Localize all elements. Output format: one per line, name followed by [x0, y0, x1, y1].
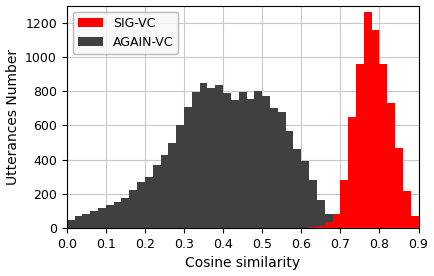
Bar	[67, 220, 75, 228]
Bar	[153, 165, 161, 228]
Bar	[184, 107, 192, 228]
Bar	[403, 191, 411, 228]
Bar	[372, 30, 379, 228]
Bar	[379, 64, 387, 228]
Bar	[332, 221, 340, 228]
Bar	[129, 190, 137, 228]
Bar	[332, 214, 340, 228]
Bar	[364, 12, 372, 228]
Bar	[98, 208, 106, 228]
Bar	[192, 92, 200, 228]
Bar	[223, 93, 231, 228]
Bar	[200, 83, 207, 228]
Bar	[114, 202, 122, 228]
Bar	[325, 214, 332, 228]
Bar	[145, 177, 153, 228]
Bar	[82, 214, 90, 228]
Bar	[215, 85, 223, 228]
Bar	[309, 227, 317, 228]
Y-axis label: Utterances Number: Utterances Number	[6, 49, 20, 185]
Bar	[106, 205, 114, 228]
Bar	[356, 64, 364, 228]
Bar	[286, 131, 293, 228]
Bar	[348, 227, 356, 228]
Bar	[247, 99, 254, 228]
Bar	[270, 108, 278, 228]
Bar	[239, 92, 247, 228]
Bar	[122, 198, 129, 228]
Bar	[340, 180, 348, 228]
Bar	[317, 200, 325, 228]
Bar	[176, 125, 184, 228]
Bar	[254, 91, 262, 228]
Bar	[411, 216, 418, 228]
Bar	[231, 100, 239, 228]
Bar	[90, 211, 98, 228]
X-axis label: Cosine similarity: Cosine similarity	[185, 256, 300, 270]
Bar	[418, 226, 426, 228]
Bar	[161, 155, 168, 228]
Bar	[293, 149, 301, 228]
Bar	[75, 216, 82, 228]
Bar	[387, 103, 395, 228]
Bar	[325, 222, 332, 228]
Bar	[395, 148, 403, 228]
Bar	[309, 180, 317, 228]
Bar	[168, 142, 176, 228]
Bar	[317, 225, 325, 228]
Bar	[340, 225, 348, 228]
Bar	[301, 161, 309, 228]
Legend: SIG-VC, AGAIN-VC: SIG-VC, AGAIN-VC	[73, 12, 178, 54]
Bar	[207, 88, 215, 228]
Bar	[262, 96, 270, 228]
Bar	[278, 112, 286, 228]
Bar	[137, 182, 145, 228]
Bar	[348, 117, 356, 228]
